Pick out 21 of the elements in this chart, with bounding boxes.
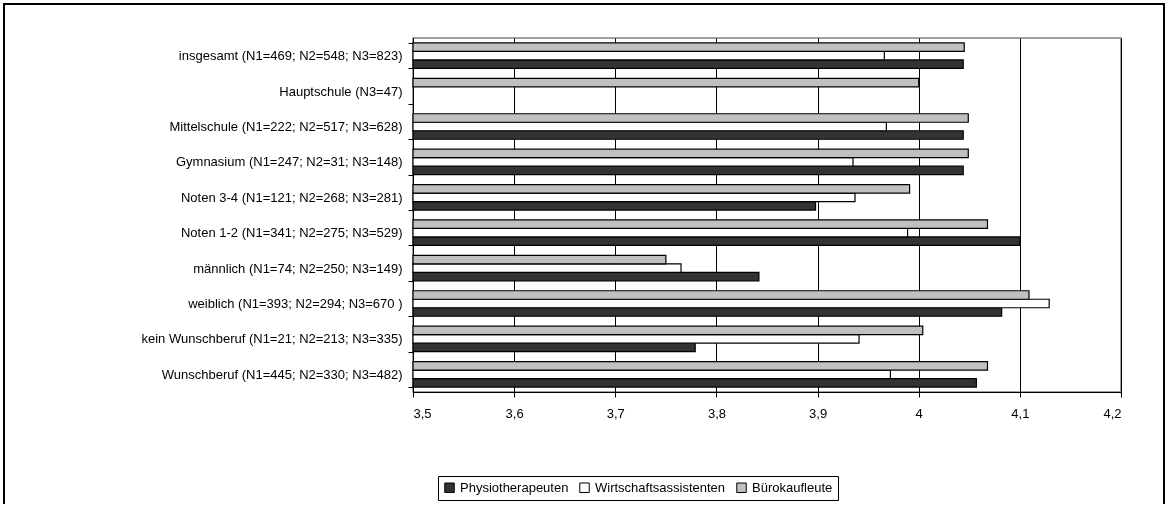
y-tick-label: Gymnasium (N1=247; N2=31; N3=148): [175, 154, 403, 170]
y-tick-label: Mittelschule (N1=222; N2=517; N3=628): [169, 119, 403, 134]
y-tick-label: Noten 3-4 (N1=121; N2=268; N3=281): [180, 189, 403, 205]
y-tick-label: kein Wunschberuf (N1=21; N2=213; N3=335): [141, 331, 403, 347]
y-tick-label: Wunschberuf (N1=445; N2=330; N3=482): [161, 366, 403, 382]
x-tick-label: 3,5: [413, 405, 432, 421]
y-tick-label: insgesamt (N1=469; N2=548; N3=823): [178, 48, 403, 64]
x-tick-label: 3,9: [809, 405, 828, 421]
legend-label: Physiotherapeuten: [460, 479, 569, 495]
x-tick-label: 3,7: [606, 405, 625, 421]
x-tick-label: 4,2: [1103, 405, 1122, 421]
legend-label: Bürokaufleute: [752, 479, 833, 495]
y-tick-label: weiblich (N1=393; N2=294; N3=670 ): [187, 296, 403, 311]
legend-label: Wirtschaftsassistenten: [595, 479, 726, 495]
x-tick-label: 3,8: [707, 405, 726, 421]
y-tick-label: Noten 1-2 (N1=341; N2=275; N3=529): [180, 225, 403, 241]
x-tick-label: 4: [915, 405, 923, 421]
y-tick-label: Hauptschule (N3=47): [279, 83, 403, 99]
y-tick-label: männlich (N1=74; N2=250; N3=149): [193, 260, 403, 276]
x-tick-label: 4,1: [1011, 405, 1030, 421]
x-tick-label: 3,6: [505, 405, 524, 421]
